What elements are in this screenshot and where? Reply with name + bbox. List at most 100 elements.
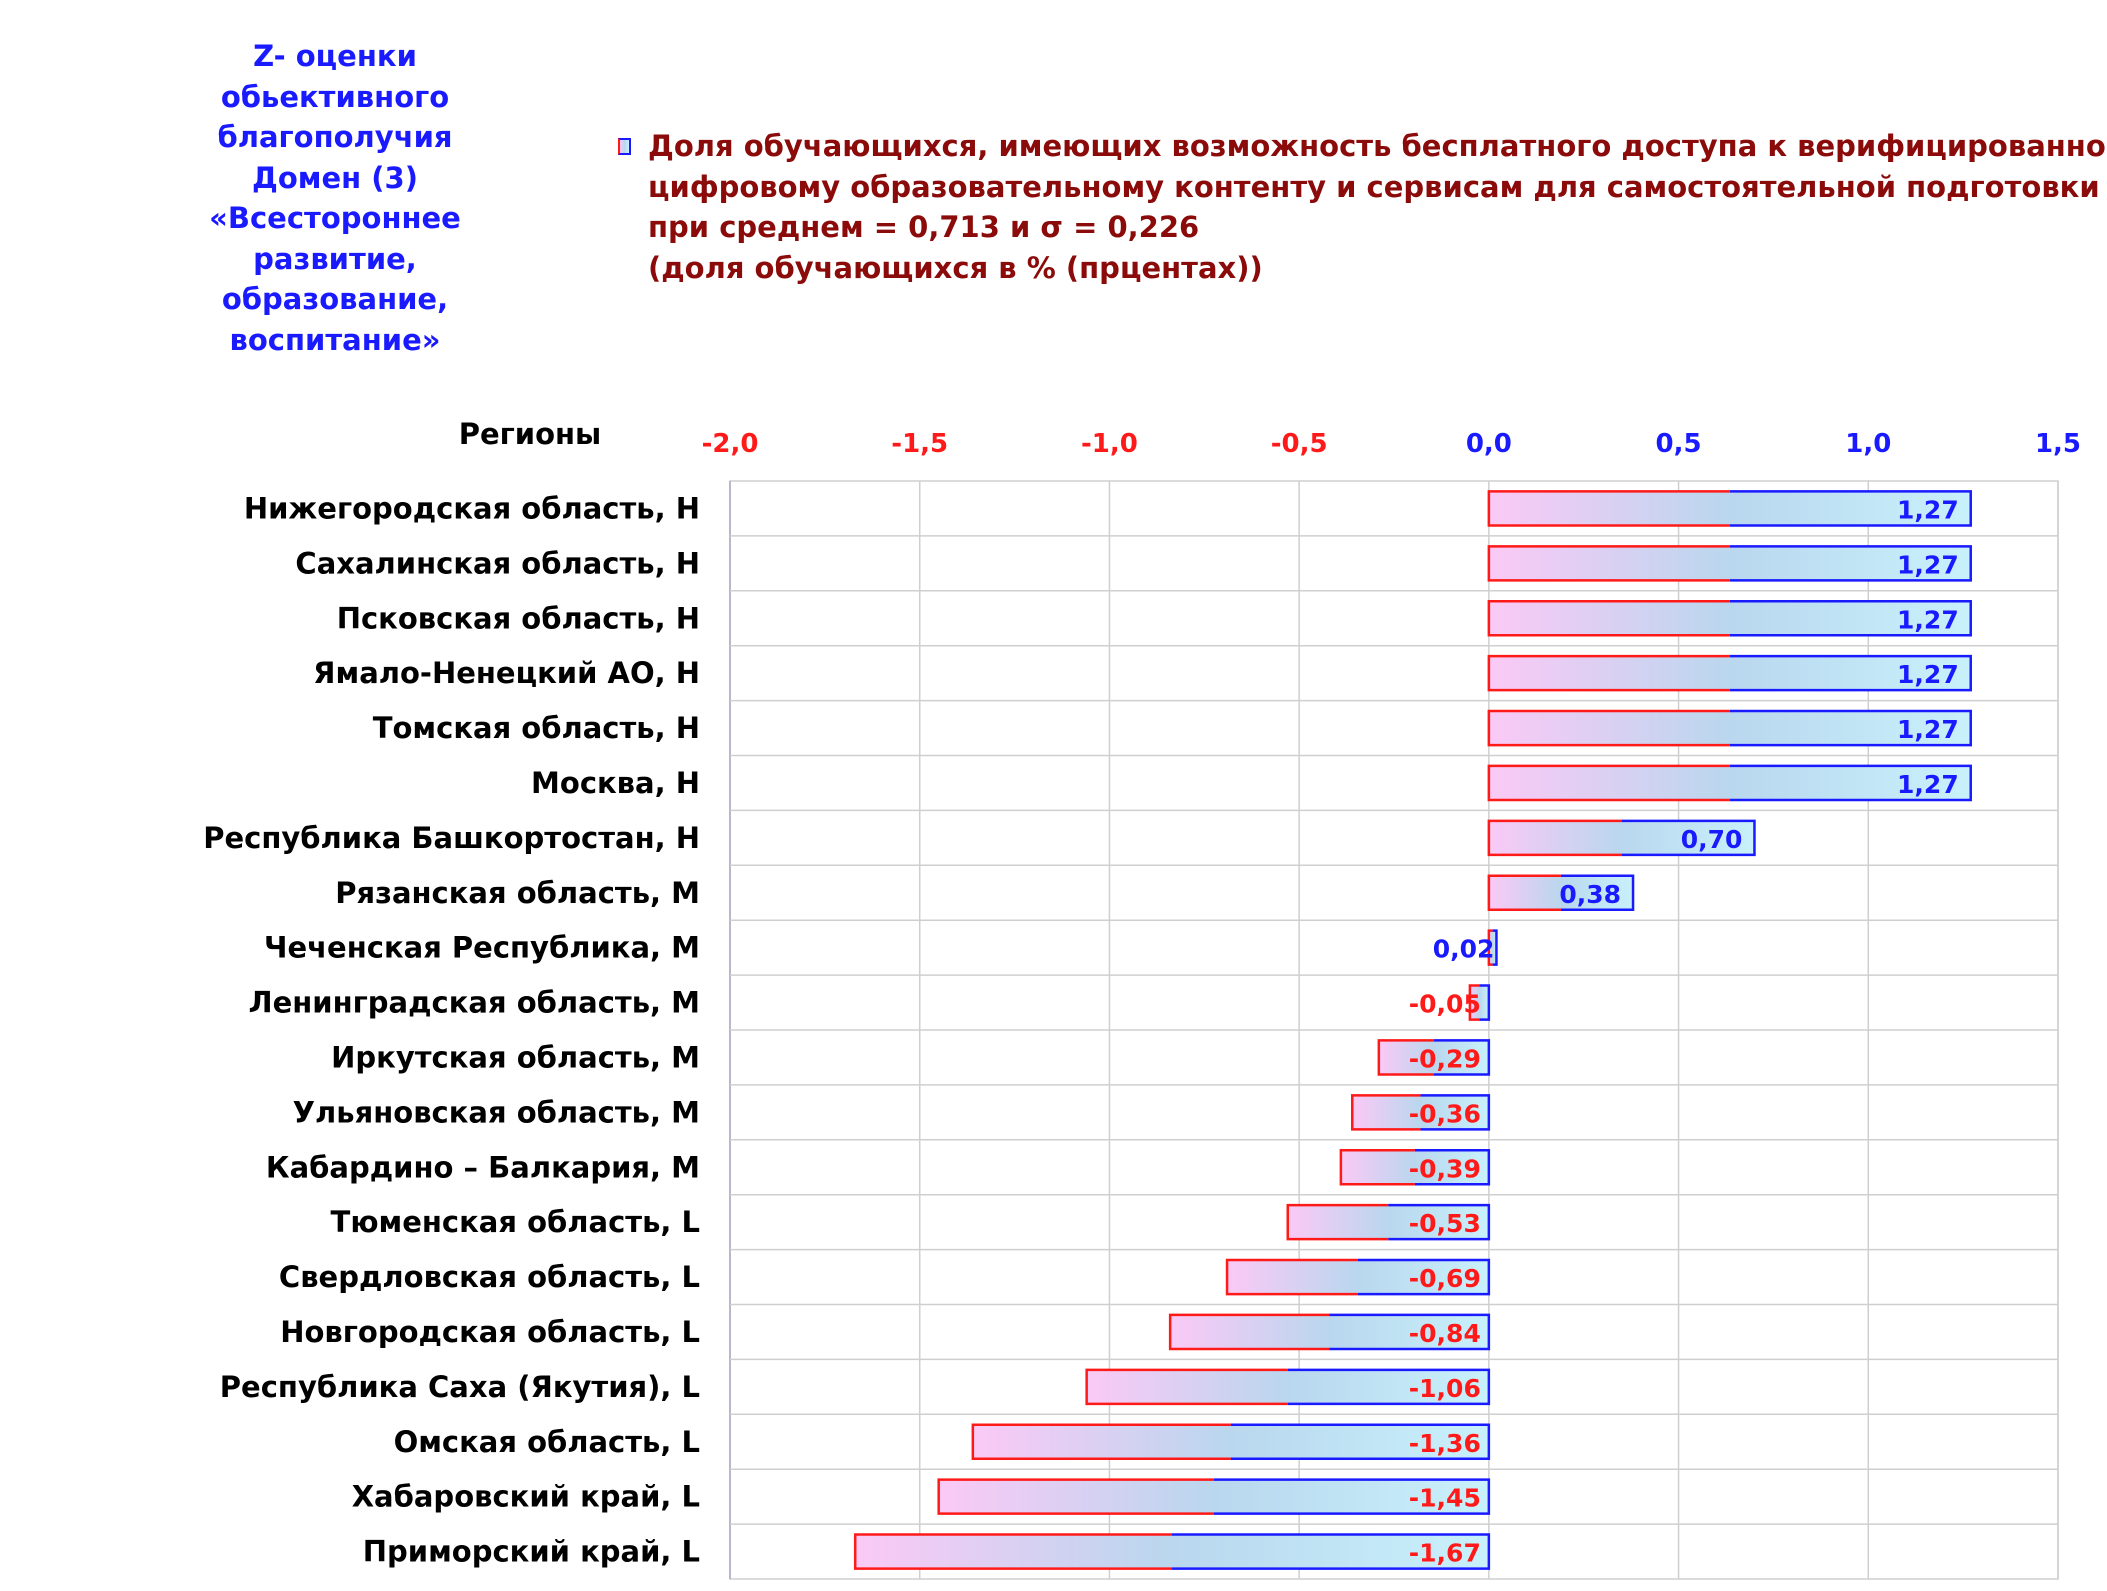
bar-value-label: 0,02 <box>1433 935 1495 964</box>
bar-value-label: 1,27 <box>1897 660 1959 689</box>
y-axis-title: Регионы <box>459 417 602 451</box>
bar-outline-right <box>1433 1039 1491 1076</box>
bar <box>1488 656 1971 691</box>
bar-value-label: -1,06 <box>1409 1374 1481 1403</box>
bar-value-label: 1,27 <box>1897 770 1959 799</box>
category-label: Тюменская область, L <box>331 1205 700 1239</box>
side-title-line: благополучия <box>217 120 453 154</box>
bar-outline-left <box>1339 1148 1415 1186</box>
bar-outline-right <box>1729 545 1972 582</box>
side-title-line: образование, <box>221 282 449 316</box>
category-label: Свердловская область, L <box>279 1260 700 1294</box>
chart-side-title: Z- оценки обьективного благополучия Домен (… <box>190 36 480 360</box>
category-label: Ленинградская область, M <box>249 986 701 1020</box>
bar-value-label: 1,27 <box>1897 495 1959 524</box>
bar <box>938 1479 1489 1514</box>
category-label: Нижегородская область, H <box>244 491 700 525</box>
x-axis-ticks: -2,0 -1,5 -1,0 -0,5 0,0 0,5 1,0 1,5 <box>702 429 2081 459</box>
bar-outline-right <box>1287 1368 1491 1406</box>
bar-outline-left <box>1487 490 1730 527</box>
bar-outline-right <box>1388 1203 1491 1241</box>
bar-value-label: 1,27 <box>1897 715 1959 744</box>
bar-outline-right <box>1420 1094 1491 1131</box>
category-label: Омская область, L <box>394 1425 700 1459</box>
category-label: Псковская область, H <box>337 601 700 635</box>
side-title-line: «Всестороннее <box>209 201 461 235</box>
bar <box>972 1424 1489 1459</box>
bar-value-label: 0,70 <box>1681 825 1743 854</box>
x-tick-label: 1,5 <box>2035 429 2081 459</box>
bar <box>1488 930 1497 965</box>
x-tick-label: 1,0 <box>1845 429 1891 459</box>
bar-outline-left <box>1487 929 1493 966</box>
bar-value-label: -0,84 <box>1409 1319 1481 1348</box>
x-tick-label: -1,0 <box>1081 429 1138 459</box>
bar-outline-right <box>1230 1423 1491 1461</box>
side-title-line: развитие, <box>253 241 417 276</box>
bar <box>1469 985 1489 1020</box>
bar-outline-left <box>1487 819 1622 857</box>
x-tick-label: -1,5 <box>891 429 948 459</box>
bar-outline-left <box>1377 1039 1434 1076</box>
side-title-line: обьективного <box>220 79 450 114</box>
bar-outline-right <box>1172 1533 1491 1570</box>
legend-line: цифровому образовательному контенту и се… <box>648 169 2100 204</box>
bar-value-label: -0,29 <box>1409 1044 1481 1073</box>
bar-outline-right <box>1729 709 1972 747</box>
category-label: Чеченская Республика, M <box>264 931 700 965</box>
bar <box>1488 820 1755 855</box>
category-label: Сахалинская область, H <box>295 546 700 580</box>
bar-value-label: -1,45 <box>1409 1484 1481 1513</box>
x-tick-label: 0,5 <box>1656 429 1702 459</box>
bar-value-label: 1,27 <box>1897 550 1959 579</box>
bar-outline-right <box>1729 599 1972 637</box>
bar-outline-left <box>1487 545 1730 582</box>
bar-outline-left <box>1225 1258 1358 1296</box>
bar-outline-left <box>1487 709 1730 747</box>
side-title-line: воспитание» <box>229 322 441 357</box>
bar <box>1488 491 1971 526</box>
category-label: Томская область, H <box>373 711 700 745</box>
bar <box>855 1534 1489 1569</box>
bar-outline-right <box>1729 490 1972 527</box>
bars <box>853 490 1972 1570</box>
bar-outline-left <box>971 1423 1231 1461</box>
bar <box>1352 1095 1489 1130</box>
bar-outline-left <box>1468 984 1480 1021</box>
bar <box>1086 1369 1489 1404</box>
category-label: Республика Башкортостан, H <box>203 821 700 855</box>
bar-outline-left <box>853 1533 1173 1570</box>
category-label: Иркутская область, M <box>331 1040 700 1074</box>
bar-outline-right <box>1357 1258 1491 1296</box>
bar-outline-right <box>1492 929 1498 966</box>
category-label: Хабаровский край, L <box>352 1480 700 1514</box>
bar-value-label: -0,69 <box>1409 1264 1481 1293</box>
bar-value-label: 1,27 <box>1897 605 1959 634</box>
bar-outline-right <box>1621 819 1756 857</box>
bar-outline-left <box>1085 1368 1288 1406</box>
bar-value-label: -0,53 <box>1409 1209 1481 1238</box>
bar-outline-left <box>937 1478 1214 1515</box>
category-label: Ульяновская область, M <box>293 1095 700 1129</box>
bar-value-label: -1,67 <box>1409 1539 1481 1568</box>
bar-value-label: 0,38 <box>1559 880 1621 909</box>
bar <box>1378 1040 1489 1075</box>
category-labels: Нижегородская область, H Сахалинская обла… <box>203 491 700 1568</box>
x-tick-label: -2,0 <box>702 429 759 459</box>
bar-value-label: -0,36 <box>1409 1099 1481 1128</box>
side-title-line: Домен (3) <box>252 160 418 195</box>
bar-outline-right <box>1213 1478 1491 1515</box>
bar <box>1488 601 1971 636</box>
category-label: Ямало-Ненецкий АО, H <box>313 656 700 690</box>
bar-outline-right <box>1329 1313 1491 1351</box>
bar-outline-right <box>1729 654 1972 692</box>
bar-outline-right <box>1729 764 1972 802</box>
bar-outline-left <box>1286 1203 1389 1241</box>
legend-line: при среднем = 0,713 и σ = 0,226 <box>648 210 1200 244</box>
bar <box>1340 1150 1489 1185</box>
bar-value-label: -0,39 <box>1409 1154 1481 1183</box>
category-label: Рязанская область, M <box>335 876 700 910</box>
bar <box>1287 1205 1489 1240</box>
legend-line: Доля обучающихся, имеющих возможность бе… <box>648 129 2107 163</box>
